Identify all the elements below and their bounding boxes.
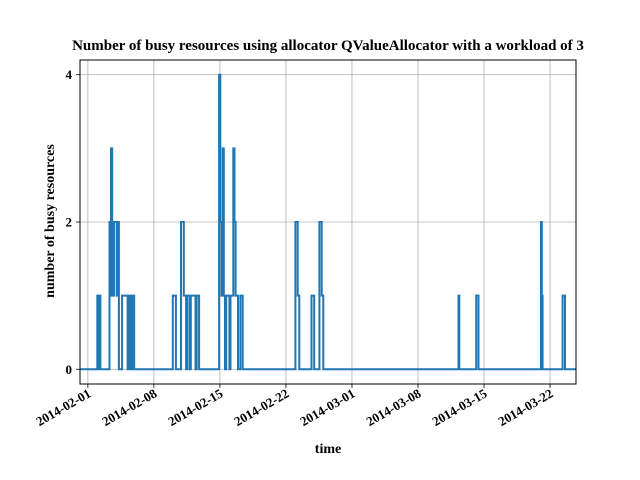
- chart-title: Number of busy resources using allocator…: [72, 38, 584, 54]
- x-tick-label: 2014-03-01: [297, 386, 357, 429]
- x-tick-label: 2014-02-22: [231, 386, 291, 429]
- series-line: [80, 73, 576, 371]
- y-tick-label: 0: [66, 362, 73, 377]
- x-axis-ticks: 2014-02-01 2014-02-08 2014-02-15 2014-02-22…: [33, 384, 556, 429]
- x-tick-label: 2014-03-08: [363, 385, 423, 429]
- x-tick-label: 2014-02-01: [33, 386, 93, 429]
- x-axis-label: time: [315, 442, 341, 457]
- y-tick-label: 2: [66, 215, 73, 230]
- x-tick-label: 2014-02-08: [99, 385, 159, 429]
- y-axis-ticks: 0 2 4: [66, 67, 80, 377]
- x-tick-label: 2014-02-15: [165, 385, 225, 429]
- x-tick-label: 2014-03-15: [429, 385, 489, 429]
- y-axis-label: number of busy resources: [43, 144, 58, 298]
- y-gridlines: [80, 74, 576, 370]
- x-tick-label: 2014-03-22: [496, 386, 556, 429]
- y-tick-label: 4: [66, 67, 73, 82]
